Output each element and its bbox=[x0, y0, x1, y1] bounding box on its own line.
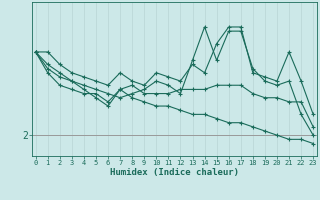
X-axis label: Humidex (Indice chaleur): Humidex (Indice chaleur) bbox=[110, 168, 239, 177]
